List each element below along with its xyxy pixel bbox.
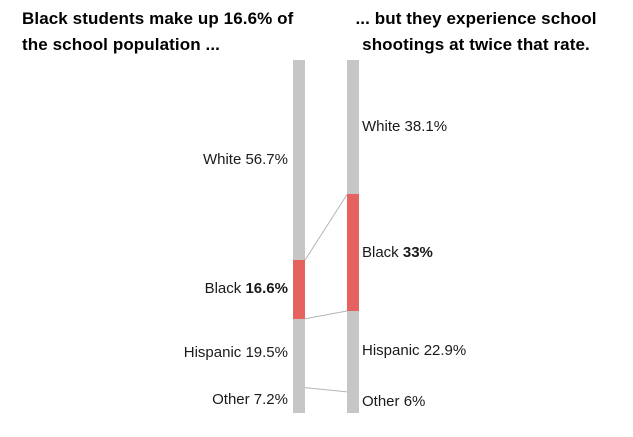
bar-segment-black: [347, 194, 359, 311]
category-label-other: Other 6%: [362, 392, 425, 412]
title-line: the school population ...: [22, 35, 220, 54]
bar-segment-hispanic: [293, 318, 305, 388]
category-value: 56.7%: [245, 151, 288, 169]
shootings-bar: [347, 60, 359, 413]
title-line: ... but they experience school: [355, 9, 597, 28]
category-name: Hispanic: [362, 342, 424, 360]
category-value: 7.2%: [253, 391, 288, 409]
category-name: Hispanic: [183, 344, 246, 362]
left-chart-title: Black students make up 16.6% of the scho…: [22, 6, 327, 58]
population-bar: [293, 60, 305, 413]
title-line: Black students make up 16.6% of: [22, 9, 294, 28]
category-name: Black: [362, 243, 403, 261]
category-name: White: [202, 151, 246, 169]
category-label-black: Black 33%: [362, 243, 433, 263]
category-value: 22.9%: [423, 342, 467, 360]
category-name: Other: [212, 391, 254, 409]
category-name: Black: [204, 280, 246, 298]
category-value: 6%: [403, 393, 426, 411]
right-chart-title: ... but they experience school shootings…: [342, 6, 610, 58]
category-value: 38.1%: [404, 118, 448, 136]
category-name: Other: [362, 393, 404, 411]
bar-segment-hispanic: [347, 310, 359, 392]
title-line: shootings at twice that rate.: [362, 35, 590, 54]
category-value: 16.6%: [245, 280, 288, 298]
category-label-other: Other 7.2%: [0, 390, 288, 410]
bar-segment-other: [293, 387, 305, 413]
category-label-hispanic: Hispanic 19.5%: [0, 343, 288, 363]
category-value: 19.5%: [245, 344, 288, 362]
category-name: White: [362, 118, 405, 136]
slope-connector-line: [304, 310, 348, 320]
category-value: 33%: [402, 243, 433, 261]
category-label-white: White 56.7%: [0, 150, 288, 170]
slope-connector-line: [304, 194, 348, 261]
bar-segment-other: [347, 391, 359, 413]
slope-connector-line: [304, 387, 348, 393]
bar-segment-white: [347, 60, 359, 195]
category-label-white: White 38.1%: [362, 117, 447, 137]
bar-segment-white: [293, 60, 305, 261]
connector-lines: [304, 194, 348, 393]
category-label-black: Black 16.6%: [0, 279, 288, 299]
bar-segment-black: [293, 260, 305, 319]
category-label-hispanic: Hispanic 22.9%: [362, 341, 466, 361]
